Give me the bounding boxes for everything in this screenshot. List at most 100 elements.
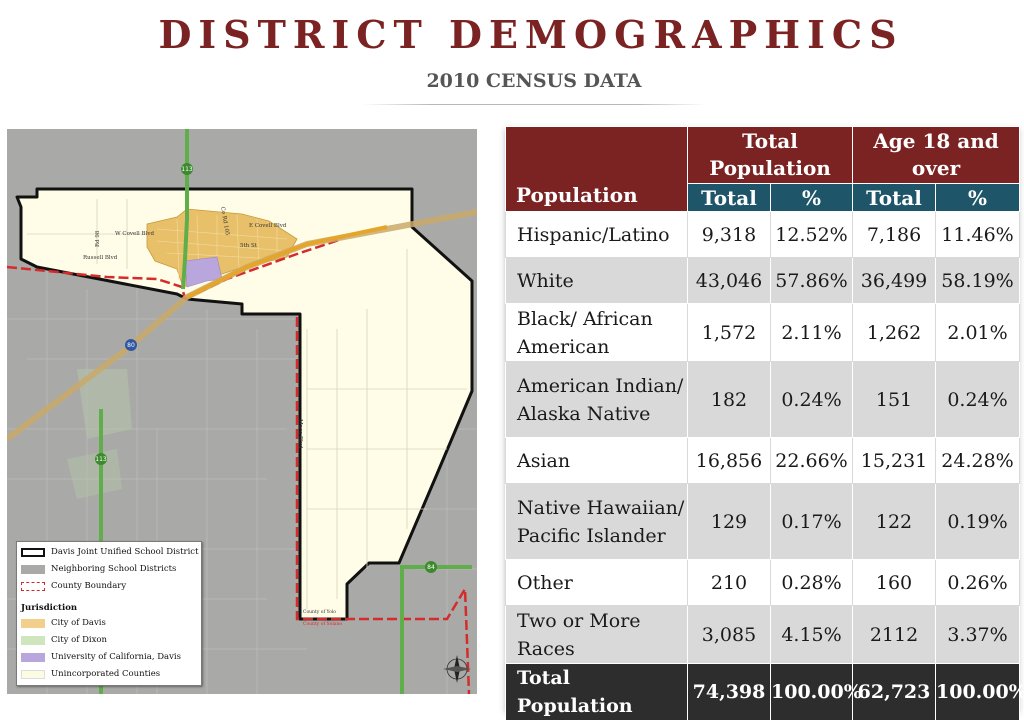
total-cell-total: 74,398 [687,663,771,721]
cell-adult-total: 2112 [852,605,937,664]
map-legend: Davis Joint Unified School District Neig… [16,541,202,686]
legend-label: City of Dixon [51,635,108,645]
cell-percent: 2.11% [769,303,854,362]
legend-jurisdiction-heading: Jurisdiction [21,603,78,613]
cell-percent: 12.52% [769,211,854,258]
table-row: Asian 16,856 22.66% 15,231 24.28% [505,437,1021,484]
legend-item: County Boundary [21,580,126,592]
total-cell-adult-percent: 100.00% [935,663,1024,721]
header-percent: % [769,183,854,212]
total-cell-percent: 100.00% [769,663,862,721]
legend-item: City of Davis [21,617,106,629]
header-adult-total: Total [852,183,937,212]
cell-adult-percent: 24.28% [935,437,1021,484]
cell-percent: 0.17% [769,483,854,560]
cell-adult-total: 7,186 [852,211,937,258]
cell-total: 9,318 [687,211,771,258]
legend-label: County Boundary [51,581,127,591]
header-adult-percent: % [935,183,1021,212]
table-row: Native Hawaiian/ Pacific Islander 129 0.… [505,483,1021,560]
row-label: Native Hawaiian/ Pacific Islander [505,483,688,560]
cell-adult-percent: 11.46% [935,211,1021,258]
total-row-label: Total Population [505,663,688,721]
legend-label: City of Davis [51,618,106,628]
cell-adult-percent: 2.01% [935,303,1021,362]
road-label: 5th St [240,243,258,249]
legend-item: Neighboring School Districts [21,563,176,575]
legend-label: Unincorporated Counties [51,669,161,679]
shield-label: 113 [95,456,107,463]
cell-percent: 57.86% [769,257,854,304]
demographics-table: Population Total Population Age 18 and o… [505,126,1024,721]
cell-percent: 4.15% [769,605,854,664]
header-total: Total [687,183,771,212]
row-label: White [505,257,688,304]
road-label: County of Solano [303,621,342,627]
cell-total: 129 [687,483,771,560]
legend-item: University of California, Davis [21,651,181,663]
table-row: Other 210 0.28% 160 0.26% [505,559,1021,606]
demographics-table-container: Population Total Population Age 18 and o… [505,126,1024,721]
row-label: Other [505,559,688,606]
cell-adult-total: 122 [852,483,937,560]
legend-label: Neighboring School Districts [51,564,177,574]
shield-label: 113 [181,166,193,173]
road-label: Mace Blvd [297,419,303,449]
shield-label: 84 [427,564,435,571]
uc-davis-swatch-icon [21,652,45,662]
cell-adult-percent: 58.19% [935,257,1021,304]
cell-adult-percent: 0.19% [935,483,1021,560]
table-row: Two or More Races 3,085 4.15% 2112 3.37% [505,605,1021,664]
legend-label: University of California, Davis [51,652,181,662]
compass-rose-icon [443,655,471,683]
cell-percent: 0.24% [769,361,854,438]
legend-item: City of Dixon [21,634,107,646]
road-labels: W Covell Blvd Russell Blvd Rd 98 5th St … [83,206,342,627]
city-of-davis-swatch-icon [21,618,45,628]
header-age18-group: Age 18 and over [852,126,1021,184]
table-row: Hispanic/Latino 9,318 12.52% 7,186 11.46… [505,211,1021,258]
title-divider [362,104,706,105]
legend-label: Davis Joint Unified School District [51,547,199,557]
row-label: American Indian/ Alaska Native [505,361,688,438]
cell-total: 1,572 [687,303,771,362]
page-subtitle: 2010 CENSUS DATA [426,70,642,92]
row-label: Hispanic/Latino [505,211,688,258]
cell-total: 210 [687,559,771,606]
cell-total: 182 [687,361,771,438]
row-label: Black/ African American [505,303,688,362]
district-road-grid [27,199,467,609]
cell-adult-total: 160 [852,559,937,606]
table-row: Black/ African American 1,572 2.11% 1,26… [505,303,1021,362]
road-label: Russell Blvd [83,255,118,261]
table-total-row: Total Population 74,398 100.00% 62,723 1… [505,663,1024,721]
shield-label: 80 [127,342,135,349]
rural-patch [77,369,132,439]
cell-adult-total: 36,499 [852,257,937,304]
header-total-population-group: Total Population [686,126,854,184]
table-row: American Indian/ Alaska Native 182 0.24%… [505,361,1021,438]
total-cell-adult-total: 62,723 [852,663,937,721]
cell-adult-percent: 0.24% [935,361,1021,438]
cell-total: 16,856 [687,437,771,484]
rural-patch [67,449,122,499]
cell-percent: 22.66% [769,437,854,484]
header-population: Population [505,126,688,212]
road-label: Rd 98 [95,230,101,247]
highway-84 [400,565,472,694]
cell-adult-percent: 3.37% [935,605,1021,664]
red-dashed-swatch-icon [21,581,45,591]
cell-adult-total: 15,231 [852,437,937,484]
legend-item: Unincorporated Counties [21,668,160,680]
district-boundary [15,187,474,621]
page-title: DISTRICT DEMOGRAPHICS [158,12,904,57]
cell-adult-total: 151 [852,361,937,438]
road-label: E Covell Blvd [249,223,287,229]
row-label: Asian [505,437,688,484]
cell-adult-percent: 0.26% [935,559,1021,606]
cell-percent: 0.28% [769,559,854,606]
unincorporated-swatch-icon [21,669,45,679]
gray-swatch-icon [21,564,45,574]
road-label: Co Rd 105 [219,206,230,236]
road-label: W Covell Blvd [115,231,154,237]
